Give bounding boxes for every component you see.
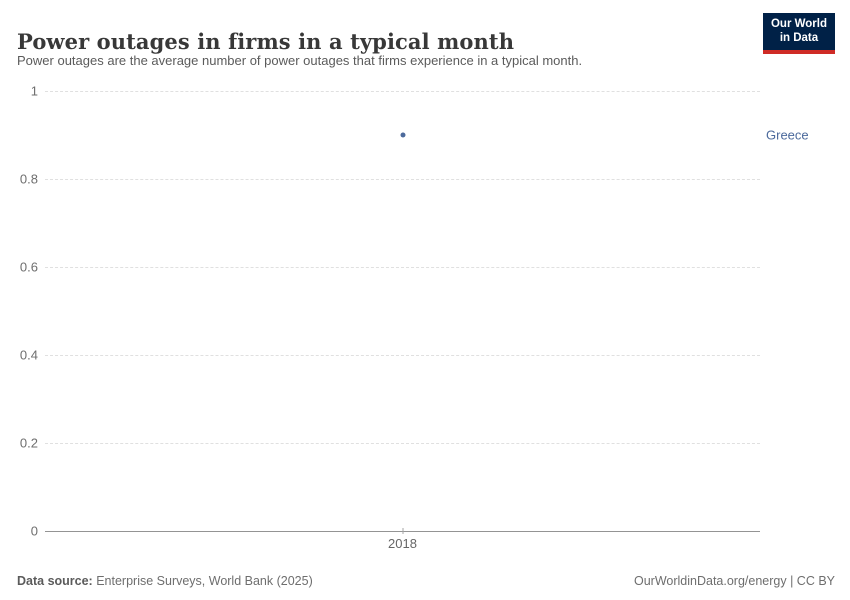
- y-gridline: [45, 267, 760, 268]
- y-tick-label: 0: [30, 523, 38, 539]
- owid-logo: Our World in Data: [762, 13, 835, 54]
- data-source-value: Enterprise Surveys, World Bank (2025): [92, 574, 313, 588]
- y-tick-label: 0.6: [19, 259, 38, 275]
- owid-logo-line2: in Data: [779, 31, 819, 44]
- chart-footer: Data source: Enterprise Surveys, World B…: [17, 574, 835, 588]
- data-source-label: Data source:: [17, 574, 93, 588]
- y-tick-label: 0.4: [19, 347, 38, 363]
- y-gridline: [45, 179, 760, 180]
- page-title: Power outages in firms in a typical mont…: [17, 29, 515, 55]
- x-tick-mark: [402, 528, 403, 534]
- plot-area: 0 0.2 0.4 0.6 0.8 1 2018 Greece: [20, 84, 809, 552]
- y-gridline: [45, 355, 760, 356]
- y-tick-label: 0.2: [19, 435, 38, 451]
- chart-subtitle: Power outages are the average number of …: [17, 53, 583, 68]
- y-gridline: [45, 443, 760, 444]
- data-point-greece[interactable]: [400, 132, 405, 138]
- owid-logo-line1: Our World: [770, 18, 827, 30]
- x-tick-label: 2018: [388, 536, 417, 551]
- owid-credit-link[interactable]: OurWorldinData.org/energy | CC BY: [633, 574, 835, 588]
- y-tick-label: 1: [30, 83, 38, 99]
- y-tick-label: 0.8: [19, 171, 38, 187]
- entity-label-greece[interactable]: Greece: [766, 127, 809, 143]
- data-source: Data source: Enterprise Surveys, World B…: [17, 574, 313, 588]
- y-gridline: [45, 91, 760, 92]
